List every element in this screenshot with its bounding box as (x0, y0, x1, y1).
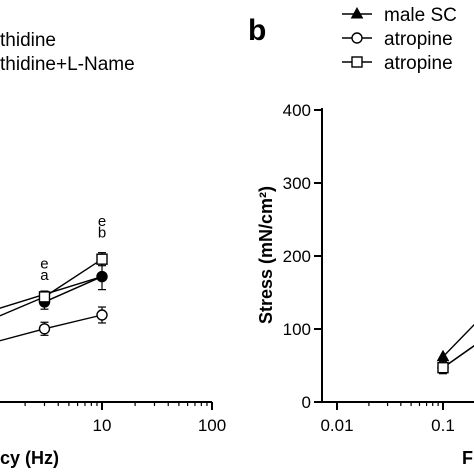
panel-b-x-ticks: 0.01 0.1 (320, 402, 455, 435)
panel-a-significance-label: e (98, 213, 106, 230)
panel-b-legend: male SC atropine atropine (342, 5, 457, 74)
panel-b-data-points (436, 349, 450, 375)
panel-a-x-tick-label: 10 (93, 416, 112, 435)
panel-b-x-axis-title: F (462, 448, 473, 468)
panel-b-y-tick-label: 200 (283, 247, 311, 266)
data-point (38, 291, 51, 303)
panel-b-legend-entry: male SC (384, 5, 457, 26)
data-point (436, 349, 450, 362)
panel-a-legend: thidine thidine+L-Name (0, 30, 135, 75)
data-point (96, 309, 108, 321)
data-point (38, 323, 51, 335)
panel-a-data-points (38, 252, 108, 336)
panel-b-y-tick-label: 400 (283, 101, 311, 120)
panel-a-x-tick-label: 100 (198, 416, 226, 435)
panel-b-x-tick-label: 0.1 (431, 416, 455, 435)
data-point (350, 6, 364, 19)
panel-a-significance-label: b (98, 224, 106, 241)
panel-b-series-line (442, 323, 474, 358)
panel-a-series-line (44, 258, 103, 298)
panel-a-legend-entry: thidine (0, 30, 56, 51)
data-point (96, 270, 108, 283)
data-point (351, 32, 363, 44)
data-point (96, 253, 108, 265)
panel-b-letter: b (248, 14, 266, 47)
panel-a-series-line (0, 328, 45, 342)
panel-b-y-axis-title: Stress (mN/cm²) (256, 186, 276, 324)
panel-a-x-ticks: 10 100 (24, 402, 226, 435)
panel-a-legend-entry: thidine+L-Name (0, 54, 135, 75)
panel-a-significance-label: e (40, 256, 48, 273)
panel-b-y-tick-label: 0 (302, 393, 311, 412)
panel-b-legend-entry: atropine (384, 53, 453, 74)
panel-b-y-ticks: 0 100 200 300 400 (283, 101, 322, 412)
panel-a-series-line (44, 275, 103, 303)
panel-a-series-line (44, 314, 103, 330)
panel-b-y-tick-label: 300 (283, 174, 311, 193)
panel-a-significance-label: a (40, 267, 49, 284)
panel-a-x-axis-title: cy (Hz) (0, 448, 59, 468)
panel-a-series-line (0, 275, 103, 309)
data-point (351, 56, 363, 68)
panel-a-series-line (0, 296, 45, 317)
panel-b-y-tick-label: 100 (283, 320, 311, 339)
data-point (437, 361, 449, 374)
panel-a-series-lines (0, 258, 103, 342)
panel-b-x-tick-label: 0.01 (320, 416, 353, 435)
panel-b-legend-entry: atropine (384, 29, 453, 50)
